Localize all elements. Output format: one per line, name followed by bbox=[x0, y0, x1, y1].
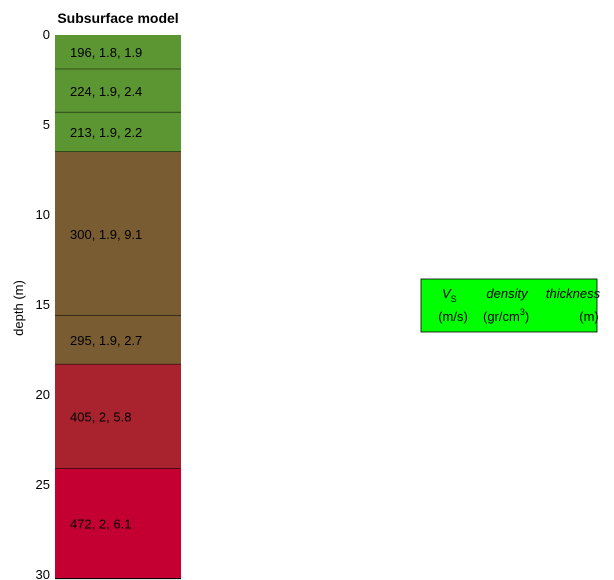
legend: VS density thickness (m/s) (gr/cm3) (m) bbox=[420, 278, 601, 333]
y-tick-label: 0 bbox=[43, 27, 50, 42]
layer-4-label: 300, 1.9, 9.1 bbox=[70, 227, 142, 242]
layer-6-rect bbox=[55, 364, 181, 469]
y-tick-label: 10 bbox=[36, 207, 50, 222]
y-axis-ticks: 0 5 10 15 20 25 30 bbox=[36, 27, 50, 580]
legend-vs-unit: (m/s) bbox=[438, 309, 468, 324]
layer-6-label: 405, 2, 5.8 bbox=[70, 410, 131, 425]
y-tick-label: 5 bbox=[43, 117, 50, 132]
legend-density-label: density bbox=[486, 286, 529, 301]
legend-box bbox=[420, 278, 598, 333]
layer-1-rect bbox=[55, 35, 181, 70]
layer-4-rect bbox=[55, 152, 181, 316]
layer-2-label: 224, 1.9, 2.4 bbox=[70, 84, 142, 99]
y-tick-label: 30 bbox=[36, 567, 50, 580]
y-tick-label: 15 bbox=[36, 297, 50, 312]
legend-thickness-unit: (m) bbox=[579, 309, 599, 324]
legend-vs-label: VS bbox=[442, 286, 457, 304]
layer-7-rect bbox=[55, 468, 181, 579]
y-tick-label: 25 bbox=[36, 477, 50, 492]
layer-1-label: 196, 1.8, 1.9 bbox=[70, 45, 142, 60]
layer-3-label: 213, 1.9, 2.2 bbox=[70, 125, 142, 140]
y-axis-label: depth (m) bbox=[11, 280, 26, 336]
legend-thickness-label: thickness bbox=[546, 286, 601, 301]
layer-7-label: 472, 2, 6.1 bbox=[70, 517, 131, 532]
layer-column: 196, 1.8, 1.9 224, 1.9, 2.4 213, 1.9, 2.2 3… bbox=[55, 35, 181, 580]
layer-5-label: 295, 1.9, 2.7 bbox=[70, 333, 142, 348]
layer-3-rect bbox=[55, 112, 181, 152]
layer-2-rect bbox=[55, 69, 181, 113]
layer-5-rect bbox=[55, 315, 181, 365]
chart-title: Subsurface model bbox=[57, 10, 178, 26]
y-tick-label: 20 bbox=[36, 387, 50, 402]
legend-density-unit: (gr/cm3) bbox=[483, 307, 529, 324]
